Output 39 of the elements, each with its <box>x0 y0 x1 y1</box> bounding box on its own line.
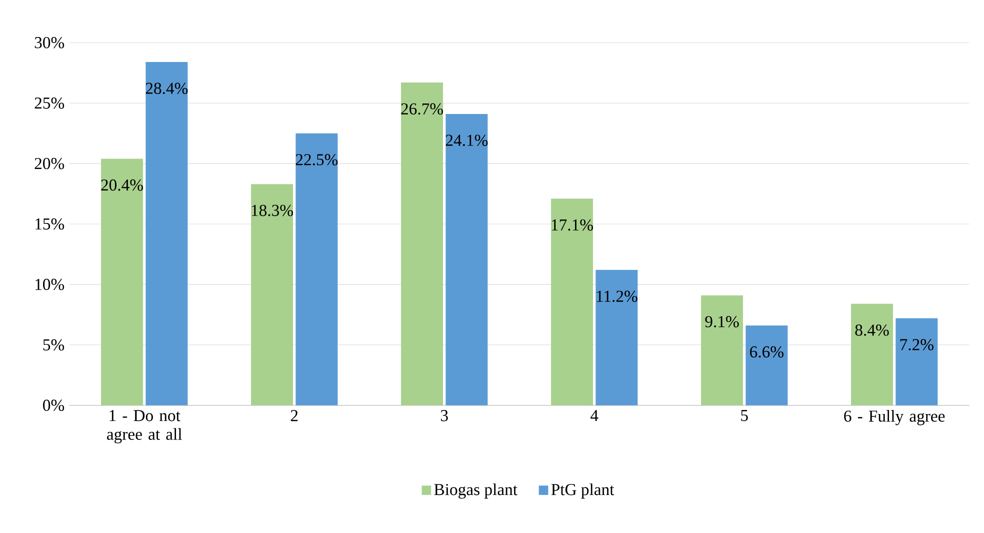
data-label: 6.6% <box>750 346 784 358</box>
x-tick-label: 2 <box>290 410 298 421</box>
y-tick-label: 10% <box>36 278 64 290</box>
data-label: 28.4% <box>146 82 188 94</box>
data-label: 26.7% <box>401 103 443 114</box>
bar <box>146 62 188 406</box>
data-label: 7.2% <box>900 338 934 350</box>
data-label: 8.4% <box>855 324 889 336</box>
y-tick-label: 0% <box>43 400 64 411</box>
bar <box>251 184 294 406</box>
data-label: 22.5% <box>296 154 338 166</box>
bar <box>746 325 788 406</box>
y-tick-label: 15% <box>36 218 64 230</box>
data-label: 20.4% <box>101 179 143 191</box>
bar <box>701 295 744 406</box>
y-tick-label: 5% <box>43 339 64 350</box>
bar <box>551 198 594 406</box>
data-label: 9.1% <box>705 316 739 328</box>
y-tick-label: 20% <box>34 158 64 170</box>
x-tick-label: 3 <box>440 410 448 422</box>
bar <box>296 133 338 406</box>
x-tick-label: 6 - Fully agree <box>844 410 945 426</box>
data-label: 24.1% <box>446 134 488 146</box>
y-tick-label: 30% <box>34 36 64 48</box>
legend-label: PtG plant <box>551 483 614 498</box>
bar <box>896 318 938 406</box>
bar <box>596 270 638 406</box>
data-label: 17.1% <box>552 219 593 230</box>
legend-label: Biogas plant <box>434 483 518 498</box>
bar <box>101 158 144 406</box>
bar <box>446 114 488 406</box>
data-label: 11.2% <box>596 290 638 302</box>
x-tick-label: 1 - Do not agree at all <box>106 410 182 444</box>
data-label: 18.3% <box>252 204 293 216</box>
y-tick-label: 25% <box>34 97 64 109</box>
x-tick-label: 4 <box>590 410 598 421</box>
x-tick-label: 5 <box>741 410 748 421</box>
bar <box>851 304 894 406</box>
bar <box>401 82 444 406</box>
